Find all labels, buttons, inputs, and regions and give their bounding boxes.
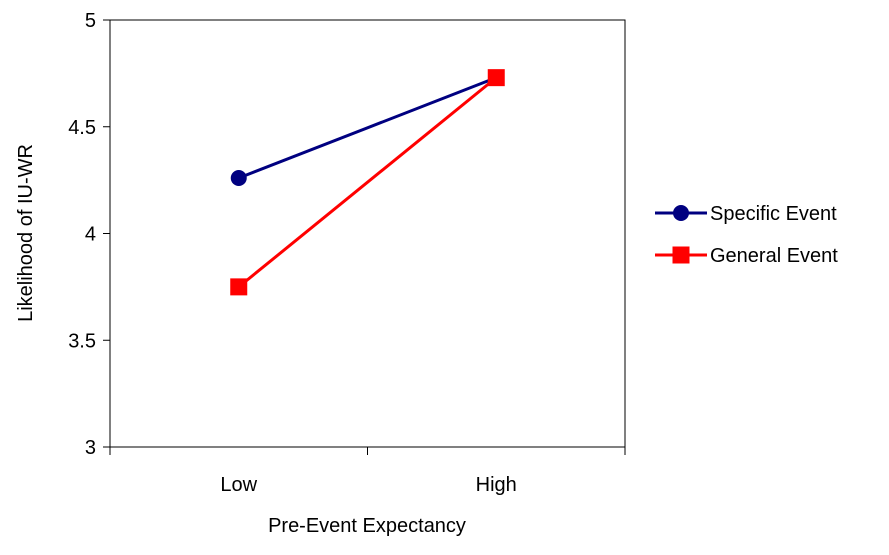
point-marker-square (230, 278, 248, 296)
legend: Specific Event General Event (655, 203, 838, 267)
x-tick-label: Low (220, 474, 257, 496)
x-tick-label: High (476, 474, 517, 496)
legend-label: Specific Event (710, 203, 837, 225)
point-marker-square (672, 246, 690, 264)
series-general-event (230, 69, 505, 296)
legend-item: General Event (655, 245, 838, 267)
y-tick-label: 4 (85, 224, 96, 246)
series-layer (230, 69, 505, 296)
legend-item: Specific Event (655, 203, 837, 225)
y-tick-label: 3.5 (68, 330, 96, 352)
x-axis: Low High (109, 447, 626, 496)
y-tick-label: 5 (85, 10, 96, 32)
point-marker-circle (673, 205, 689, 221)
legend-label: General Event (710, 245, 838, 267)
point-marker-circle (230, 169, 247, 186)
series-specific-event (230, 69, 505, 186)
point-marker-square (487, 69, 505, 87)
series-line (237, 76, 498, 289)
plot-area (109, 19, 626, 448)
y-tick-label: 3 (85, 437, 96, 459)
y-axis: 3 3.5 4 4.5 5 (68, 10, 110, 459)
series-line (238, 76, 497, 180)
x-axis-label: Pre-Event Expectancy (268, 515, 466, 537)
y-axis-label: Likelihood of IU-WR (15, 144, 37, 322)
y-tick-label: 4.5 (68, 117, 96, 139)
